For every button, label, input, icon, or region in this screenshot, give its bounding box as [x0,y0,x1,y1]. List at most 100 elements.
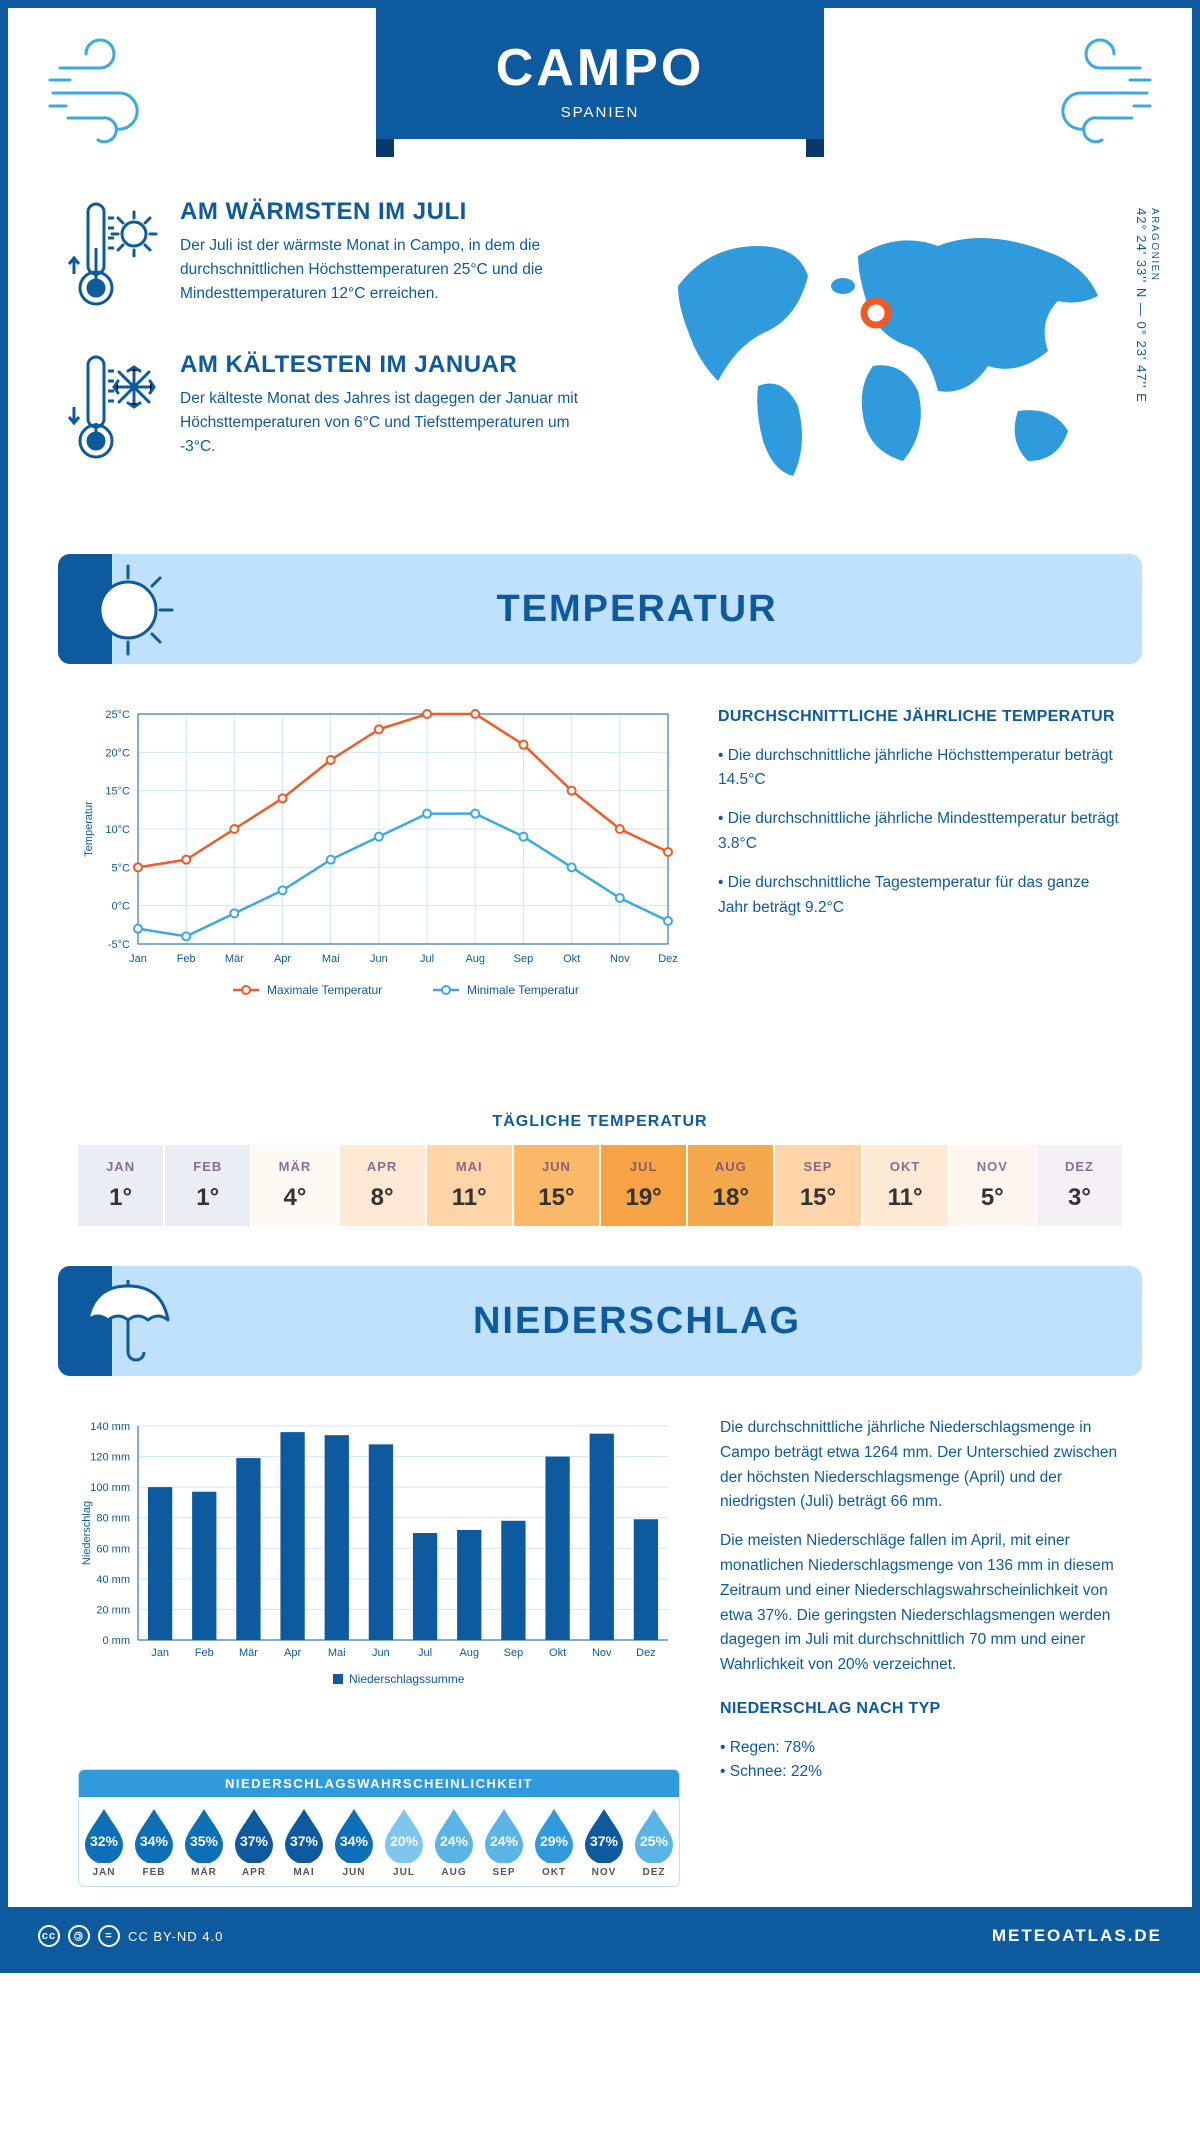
svg-text:Dez: Dez [636,1647,656,1659]
daily-temp-cell: MAI11° [427,1145,514,1226]
daily-temp-cell: SEP15° [775,1145,862,1226]
svg-text:0 mm: 0 mm [103,1635,131,1647]
temperature-line-chart: -5°C0°C5°C10°C15°C20°C25°CJanFebMärAprMa… [78,704,678,1064]
thermometer-snow-icon [68,351,158,476]
svg-text:Mai: Mai [322,953,340,965]
daily-temp-title: TÄGLICHE TEMPERATUR [8,1113,1192,1131]
precip-prob-cell: 24%AUG [429,1797,479,1886]
thermometer-sun-icon [68,198,158,323]
svg-text:Temperatur: Temperatur [83,801,95,857]
precip-type-bullet: • Schnee: 22% [720,1760,1122,1785]
precip-prob-title: NIEDERSCHLAGSWAHRSCHEINLICHKEIT [79,1770,679,1797]
svg-text:Feb: Feb [195,1647,214,1659]
daily-temp-table: JAN1°FEB1°MÄR4°APR8°MAI11°JUN15°JUL19°AU… [78,1145,1122,1226]
daily-temp-cell: FEB1° [165,1145,252,1226]
temp-bullet: • Die durchschnittliche jährliche Mindes… [718,807,1122,857]
svg-text:-5°C: -5°C [108,939,130,951]
svg-text:Jun: Jun [370,953,388,965]
footer: cc 🄯 = CC BY-ND 4.0 METEOATLAS.DE [8,1907,1192,1965]
svg-text:Niederschlag: Niederschlag [81,1501,93,1565]
svg-text:Apr: Apr [284,1647,301,1659]
svg-text:20 mm: 20 mm [96,1604,130,1616]
precip-prob-cell: 24%SEP [479,1797,529,1886]
temp-bullet: • Die durchschnittliche Tagestemperatur … [718,871,1122,921]
city-title: CAMPO [496,38,705,98]
svg-text:Jan: Jan [151,1647,169,1659]
svg-text:Mai: Mai [328,1647,346,1659]
country-subtitle: SPANIEN [496,104,705,121]
svg-text:60 mm: 60 mm [96,1543,130,1555]
warmest-title: AM WÄRMSTEN IM JULI [180,198,604,226]
brand: METEOATLAS.DE [992,1926,1162,1946]
license: cc 🄯 = CC BY-ND 4.0 [38,1925,223,1947]
svg-text:Jun: Jun [372,1647,390,1659]
license-text: CC BY-ND 4.0 [128,1929,223,1944]
coldest-title: AM KÄLTESTEN IM JANUAR [180,351,604,379]
region-label: ARAGONIEN [1149,208,1160,397]
precip-prob-cell: 29%OKT [529,1797,579,1886]
world-map: ARAGONIEN 42° 24' 33'' N — 0° 23' 47'' E [644,198,1132,504]
svg-text:Jul: Jul [418,1647,432,1659]
daily-temp-cell: MÄR4° [252,1145,339,1226]
svg-text:Feb: Feb [177,953,196,965]
daily-temp-cell: AUG18° [688,1145,775,1226]
daily-temp-cell: APR8° [340,1145,427,1226]
svg-text:Niederschlagssumme: Niederschlagssumme [349,1672,465,1686]
precip-prob-cell: 35%MÄR [179,1797,229,1886]
svg-text:100 mm: 100 mm [90,1482,130,1494]
precip-prob-cell: 37%MAI [279,1797,329,1886]
svg-text:Apr: Apr [274,953,291,965]
svg-text:Nov: Nov [610,953,630,965]
precip-type-title: NIEDERSCHLAG NACH TYP [720,1696,1122,1722]
title-ribbon: CAMPO SPANIEN [376,8,825,139]
svg-text:20°C: 20°C [105,747,130,759]
coldest-body: Der kälteste Monat des Jahres ist dagege… [180,387,604,459]
svg-text:15°C: 15°C [105,786,130,798]
precip-banner: NIEDERSCHLAG [58,1266,1142,1376]
svg-text:Okt: Okt [549,1647,566,1659]
precip-prob-cell: 20%JUL [379,1797,429,1886]
svg-text:0°C: 0°C [112,901,131,913]
temp-bullet: • Die durchschnittliche jährliche Höchst… [718,744,1122,794]
svg-text:Jan: Jan [129,953,147,965]
svg-text:Nov: Nov [592,1647,612,1659]
svg-text:Maximale Temperatur: Maximale Temperatur [267,983,382,997]
precip-prob-cell: 34%FEB [129,1797,179,1886]
wind-icon [1022,38,1152,153]
temperature-title: TEMPERATUR [132,588,1142,631]
temperature-banner: TEMPERATUR [58,554,1142,664]
svg-text:Aug: Aug [459,1647,479,1659]
svg-text:Aug: Aug [465,953,485,965]
warmest-body: Der Juli ist der wärmste Monat in Campo,… [180,234,604,306]
sun-icon [78,560,178,665]
svg-text:Dez: Dez [658,953,678,965]
summary-section: AM WÄRMSTEN IM JULI Der Juli ist der wär… [8,188,1192,544]
svg-text:Okt: Okt [563,953,580,965]
svg-text:Sep: Sep [514,953,534,965]
svg-text:Minimale Temperatur: Minimale Temperatur [467,983,579,997]
precip-prob-cell: 37%NOV [579,1797,629,1886]
svg-text:10°C: 10°C [105,824,130,836]
precip-prob-cell: 37%APR [229,1797,279,1886]
header: CAMPO SPANIEN [8,8,1192,188]
daily-temp-cell: JUL19° [601,1145,688,1226]
daily-temp-cell: DEZ3° [1037,1145,1122,1226]
precip-prob-cell: 32%JAN [79,1797,129,1886]
temperature-content: -5°C0°C5°C10°C15°C20°C25°CJanFebMärAprMa… [8,694,1192,1089]
svg-text:80 mm: 80 mm [96,1513,130,1525]
svg-text:40 mm: 40 mm [96,1574,130,1586]
svg-text:Jul: Jul [420,953,434,965]
svg-text:25°C: 25°C [105,709,130,721]
svg-text:Mär: Mär [225,953,244,965]
precip-content: 0 mm20 mm40 mm60 mm80 mm100 mm120 mm140 … [8,1406,1192,1907]
nd-icon: = [98,1925,120,1947]
daily-temp-cell: NOV5° [950,1145,1037,1226]
coordinates: ARAGONIEN 42° 24' 33'' N — 0° 23' 47'' E [1134,208,1160,403]
svg-text:Sep: Sep [504,1647,524,1659]
precip-prob-cell: 34%JUN [329,1797,379,1886]
svg-text:Mär: Mär [239,1647,258,1659]
temp-sidebar-title: DURCHSCHNITTLICHE JÄHRLICHE TEMPERATUR [718,704,1122,730]
precip-title: NIEDERSCHLAG [132,1300,1142,1343]
precip-type-bullet: • Regen: 78% [720,1736,1122,1761]
coldest-fact: AM KÄLTESTEN IM JANUAR Der kälteste Mona… [68,351,604,476]
